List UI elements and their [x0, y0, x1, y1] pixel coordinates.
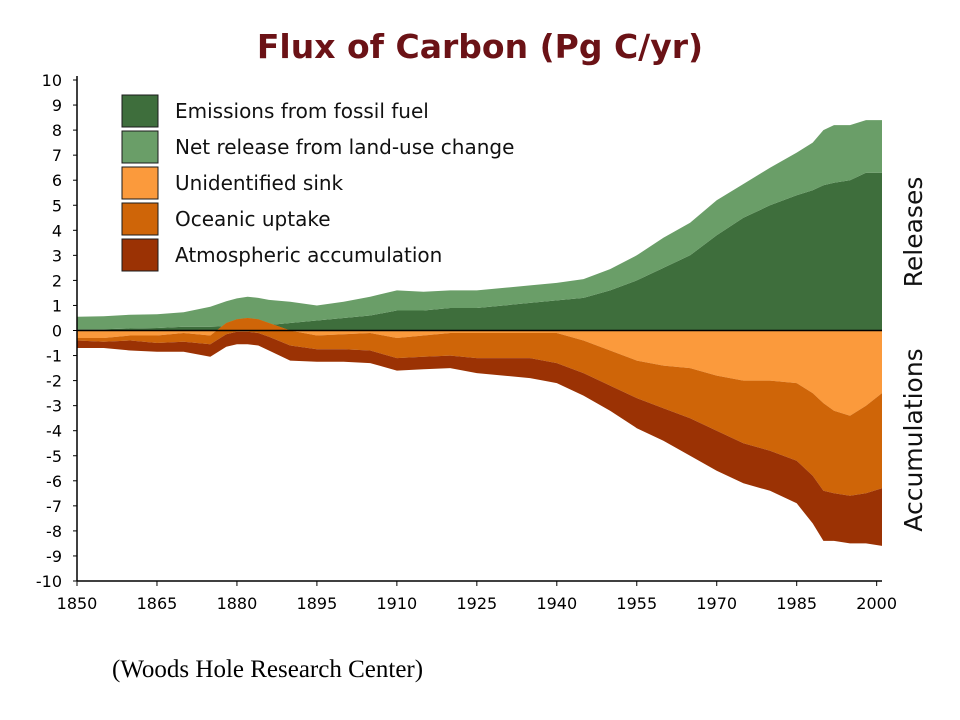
legend-swatch [121, 130, 159, 164]
y-tick-label: -7 [46, 497, 62, 516]
y-tick-label: 4 [52, 221, 62, 240]
y-tick-label: 8 [52, 121, 62, 140]
x-tick-label: 1940 [536, 594, 577, 613]
y-tick-label: 10 [42, 71, 62, 90]
y-tick-label: 3 [52, 246, 62, 265]
legend-swatch [121, 94, 159, 128]
legend-swatch [121, 238, 159, 272]
x-tick-label: 1985 [776, 594, 817, 613]
area-series-2 [77, 318, 882, 416]
area-series-1 [77, 120, 882, 330]
area-series-3 [77, 318, 882, 496]
y-tick-label: 5 [52, 196, 62, 215]
legend-swatch [121, 166, 159, 200]
area-layers [77, 120, 882, 546]
x-tick-label: 1910 [377, 594, 418, 613]
x-tick-label: 1850 [57, 594, 98, 613]
legend-label: Net release from land-use change [175, 135, 514, 159]
legend-label: Emissions from fossil fuel [175, 99, 429, 123]
y-tick-label: -2 [46, 372, 62, 391]
legend-label: Atmospheric accumulation [175, 243, 442, 267]
x-axis-ticks: 1850 1865 1880 1895 1910 1925 1940 1955 1970 1985… [57, 581, 897, 613]
area-series-0 [77, 172, 882, 331]
legend: Emissions from fossil fuel Net release fr… [121, 94, 514, 272]
x-tick-label: 2000 [856, 594, 897, 613]
y-tick-label: -8 [46, 522, 62, 541]
y-tick-label: -5 [46, 447, 62, 466]
source-credit: (Woods Hole Research Center) [112, 656, 424, 683]
y-tick-label: -4 [46, 422, 62, 441]
x-tick-label: 1970 [696, 594, 737, 613]
y-tick-label: 7 [52, 146, 62, 165]
legend-label: Oceanic uptake [175, 207, 331, 231]
legend-swatch [121, 202, 159, 236]
x-tick-label: 1955 [616, 594, 657, 613]
y-tick-label: 0 [52, 322, 62, 341]
y-tick-label: -6 [46, 472, 62, 491]
y-tick-label: 6 [52, 171, 62, 190]
x-tick-label: 1865 [137, 594, 178, 613]
legend-label: Unidentified sink [175, 171, 344, 195]
y-tick-label: -3 [46, 397, 62, 416]
area-series-4 [77, 331, 882, 546]
x-tick-label: 1895 [297, 594, 338, 613]
x-tick-label: 1880 [217, 594, 258, 613]
accumulations-label: Accumulations [899, 348, 928, 531]
y-tick-label: 1 [52, 296, 62, 315]
x-tick-label: 1925 [456, 594, 497, 613]
y-tick-label: -9 [46, 547, 62, 566]
y-tick-label: -10 [36, 572, 62, 591]
y-tick-label: 2 [52, 271, 62, 290]
releases-label: Releases [899, 177, 928, 288]
y-tick-label: -1 [46, 347, 62, 366]
y-tick-label: 9 [52, 96, 62, 115]
chart-title: Flux of Carbon (Pg C/yr) [257, 27, 703, 66]
axes [76, 76, 882, 582]
